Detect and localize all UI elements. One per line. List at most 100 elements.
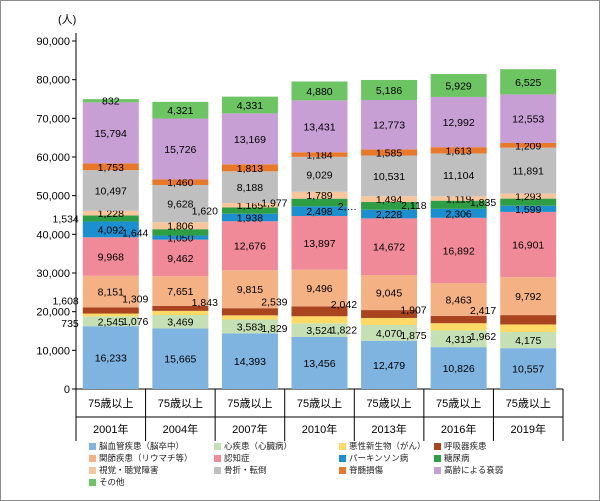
data-label: 14,672 bbox=[373, 242, 405, 254]
legend-swatch bbox=[89, 478, 96, 486]
y-tick-label: 80,000 bbox=[36, 75, 70, 87]
legend-label: 糖尿病 bbox=[444, 454, 470, 464]
bar-segment bbox=[152, 222, 209, 230]
bar-segment bbox=[430, 200, 487, 209]
data-label: 14,393 bbox=[234, 356, 266, 368]
bar-segment bbox=[500, 211, 557, 278]
data-label: 4,880 bbox=[306, 86, 332, 98]
bar-segment bbox=[361, 209, 418, 219]
data-label: 9,815 bbox=[237, 284, 263, 296]
y-tick-label: 50,000 bbox=[36, 191, 70, 203]
bar-segment bbox=[291, 100, 348, 153]
bar-segment bbox=[361, 275, 418, 311]
bar-segment bbox=[430, 315, 487, 324]
bar-segment bbox=[152, 310, 209, 316]
data-label: 1,829 bbox=[261, 323, 287, 335]
data-label: 12,479 bbox=[373, 360, 405, 372]
bar-segment bbox=[82, 210, 139, 216]
legend-item: 脊髄損傷 bbox=[339, 465, 383, 477]
data-label: 13,431 bbox=[303, 121, 335, 133]
bar-segment bbox=[361, 196, 418, 203]
x-year-label: 2019年 bbox=[510, 422, 545, 436]
bar-segment bbox=[82, 215, 139, 222]
bar-segment bbox=[291, 336, 348, 389]
bar-segment bbox=[430, 147, 487, 154]
bar-segment bbox=[430, 283, 487, 316]
bar-segment bbox=[291, 269, 348, 307]
data-label: 13,897 bbox=[303, 238, 335, 250]
data-label: 13,169 bbox=[234, 134, 266, 146]
data-label: 7,651 bbox=[167, 286, 193, 298]
bar-segment bbox=[430, 330, 487, 348]
legend-label: 視覚・聴覚障害 bbox=[99, 466, 159, 476]
legend-swatch bbox=[434, 466, 441, 474]
data-label: 9,462 bbox=[167, 253, 193, 265]
bar-segment bbox=[221, 213, 278, 222]
bar-segment bbox=[82, 307, 139, 314]
data-label: 2,545 bbox=[98, 316, 124, 328]
bar-segment bbox=[430, 196, 487, 201]
data-label: 4,175 bbox=[515, 335, 541, 347]
bar-segment bbox=[430, 217, 487, 284]
legend-swatch bbox=[339, 454, 346, 462]
y-tick-label: 10,000 bbox=[36, 345, 70, 357]
y-tick-label: 0 bbox=[64, 384, 70, 396]
data-label: 4,331 bbox=[237, 100, 263, 112]
data-label: 8,151 bbox=[98, 287, 124, 299]
legend-swatch bbox=[434, 442, 441, 450]
data-label: 8,188 bbox=[237, 182, 263, 194]
data-label: 1,228 bbox=[98, 208, 124, 220]
data-label: 9,029 bbox=[306, 169, 332, 181]
bar-segment bbox=[500, 147, 557, 194]
data-label: 1,460 bbox=[167, 177, 193, 189]
legend-item: 脳血管疾患（脳卒中） bbox=[89, 441, 184, 453]
data-label: 4,070 bbox=[376, 328, 402, 340]
bar-segment bbox=[291, 198, 348, 207]
legend-item: 認知症 bbox=[214, 453, 250, 465]
legend-swatch bbox=[339, 442, 346, 450]
legend-swatch bbox=[214, 442, 221, 450]
legend-item: その他 bbox=[89, 477, 125, 489]
legend-item: 骨折・転倒 bbox=[214, 465, 267, 477]
x-year-label: 2007年 bbox=[232, 422, 267, 436]
data-label: 3,469 bbox=[167, 317, 193, 329]
legend-item: 関節疾患（リウマチ等） bbox=[89, 453, 193, 465]
bar-segment bbox=[361, 155, 418, 197]
data-label: 10,531 bbox=[373, 171, 405, 183]
bar-segment bbox=[291, 81, 348, 101]
bar-segment bbox=[221, 319, 278, 334]
bar-segment bbox=[221, 171, 278, 203]
bar-segment bbox=[152, 118, 209, 180]
bar-segment bbox=[361, 149, 418, 156]
bar-segment bbox=[500, 315, 557, 325]
data-label: 1,835 bbox=[470, 197, 496, 209]
y-tick-label: 40,000 bbox=[36, 229, 70, 241]
bar-segment bbox=[82, 99, 139, 103]
bar-segment bbox=[500, 69, 557, 95]
legend-label: 認知症 bbox=[224, 454, 250, 464]
data-label: 1,608 bbox=[53, 295, 79, 307]
bar-segment bbox=[291, 306, 348, 317]
bar-segment bbox=[361, 79, 418, 101]
legend-label: 脊髄損傷 bbox=[349, 466, 384, 476]
bar-segment bbox=[152, 328, 209, 389]
bar-segment bbox=[500, 193, 557, 199]
data-label: 12,773 bbox=[373, 120, 405, 132]
data-label: 1,644 bbox=[122, 227, 148, 239]
bar-segment bbox=[221, 308, 278, 316]
x-tick-label: 75歳以上 bbox=[88, 397, 133, 410]
data-label: 9,045 bbox=[376, 288, 402, 300]
legend-item: 心疾患（心臓病） bbox=[214, 441, 292, 453]
bar-segment bbox=[361, 218, 418, 276]
data-label: 2,539 bbox=[261, 296, 287, 308]
bar-segment bbox=[221, 270, 278, 309]
legend-swatch bbox=[214, 454, 221, 462]
bar-segment bbox=[152, 276, 209, 306]
data-label: 16,901 bbox=[512, 240, 544, 252]
legend-label: 悪性新生物（がん） bbox=[349, 442, 426, 452]
legend-swatch bbox=[214, 466, 221, 474]
bar-segment bbox=[221, 221, 278, 271]
data-label: 3,524 bbox=[306, 325, 332, 337]
bar-segment bbox=[500, 277, 557, 316]
data-label: 1,962 bbox=[470, 331, 496, 343]
